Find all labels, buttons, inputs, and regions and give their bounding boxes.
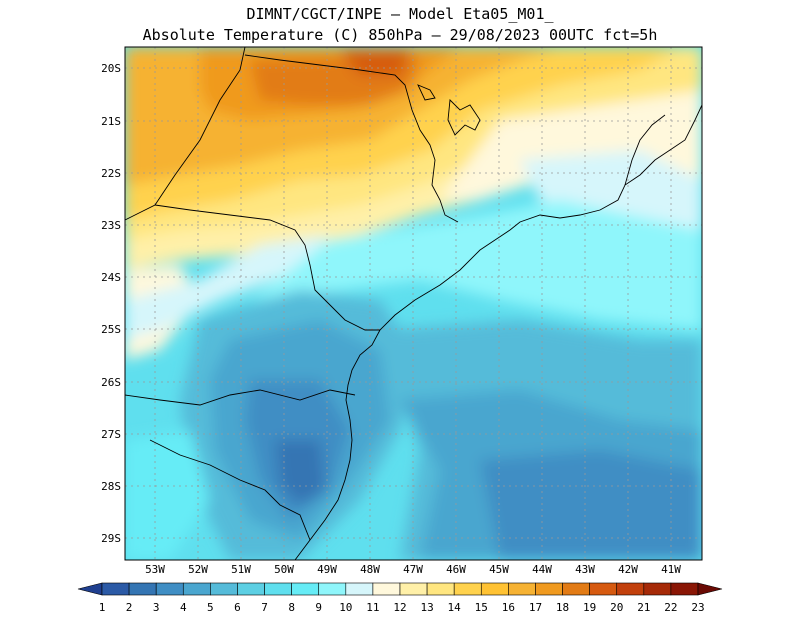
temperature-field [125,47,702,560]
colorbar-swatch [345,582,374,596]
colorbar-arrow-high [697,582,723,596]
lat-label: 25S [101,323,121,336]
colorbar-label: 7 [261,601,268,614]
lon-label: 48W [360,563,380,576]
colorbar-swatch [182,582,211,596]
lat-label: 20S [101,62,121,75]
lat-label: 22S [101,167,121,180]
lon-label: 53W [145,563,165,576]
colorbar-swatch [128,582,157,596]
lon-label: 47W [403,563,423,576]
coastline-and-borders [125,47,702,560]
lon-label: 49W [317,563,337,576]
colorbar-label: 21 [637,601,650,614]
colorbar-swatch [480,582,509,596]
colorbar-swatch [508,582,536,596]
title-line-1: DIMNT/CGCT/INPE – Model Eta05_M01_ [246,5,554,23]
colorbar-swatch [670,582,699,596]
colorbar-label: 6 [234,601,241,614]
title-line-2: Absolute Temperature (C) 850hPa – 29/08/… [142,26,658,44]
colorbar-label: 22 [664,601,677,614]
lat-label: 27S [101,428,121,441]
colorbar-swatch [535,582,563,596]
colorbar-label: 15 [475,601,488,614]
colorbar-swatch [237,582,265,596]
colorbar-swatch [291,582,320,596]
lon-label: 41W [661,563,681,576]
lat-label: 21S [101,115,121,128]
colorbar-label: 14 [448,601,462,614]
colorbar-label: 20 [610,601,623,614]
longitude-labels: 53W 52W 51W 50W 49W 48W 47W 46W 45W 44W … [145,563,681,576]
colorbar-label: 5 [207,601,214,614]
colorbar-label: 9 [315,601,322,614]
colorbar-swatch [643,582,672,596]
colorbar-swatch [453,582,482,596]
colorbar-label: 23 [691,601,704,614]
colorbar-label: 17 [529,601,542,614]
lon-label: 45W [489,563,509,576]
map-frame [124,46,703,561]
colorbar-label: 1 [99,601,106,614]
colorbar-label: 13 [420,601,433,614]
lat-label: 24S [101,271,121,284]
colorbar-label: 18 [556,601,569,614]
lat-lon-grid [125,47,702,560]
lon-label: 50W [274,563,294,576]
lat-label: 23S [101,219,121,232]
colorbar-swatch [155,582,184,596]
colorbar-label: 2 [126,601,133,614]
colorbar-label: 10 [339,601,352,614]
colorbar-swatch [589,582,618,596]
lon-label: 52W [188,563,208,576]
lon-label: 42W [618,563,638,576]
colorbar-swatch [562,582,590,596]
colorbar-swatch [264,582,292,596]
colorbar: 1 2 3 4 5 6 7 8 9 10 11 12 13 14 15 16 17 18 19 20 21 22 23 [77,582,723,614]
lat-label: 28S [101,480,121,493]
colorbar-label: 4 [180,601,187,614]
lon-label: 44W [532,563,552,576]
colorbar-label: 11 [366,601,379,614]
lat-label: 26S [101,376,121,389]
lon-label: 43W [575,563,595,576]
latitude-labels: 20S 21S 22S 23S 24S 25S 26S 27S 28S 29S [101,62,121,545]
colorbar-label: 8 [288,601,295,614]
lon-label: 51W [231,563,251,576]
lon-label: 46W [446,563,466,576]
colorbar-swatch [318,582,347,596]
colorbar-swatch [426,582,455,596]
colorbar-swatch [616,582,645,596]
colorbar-swatch [210,582,238,596]
colorbar-label: 3 [153,601,160,614]
colorbar-label: 19 [583,601,596,614]
colorbar-label: 12 [393,601,406,614]
lat-label: 29S [101,532,121,545]
colorbar-swatch [399,582,428,596]
colorbar-label: 16 [502,601,515,614]
colorbar-swatch [101,582,130,596]
colorbar-swatch [372,582,401,596]
colorbar-arrow-low [77,582,103,596]
